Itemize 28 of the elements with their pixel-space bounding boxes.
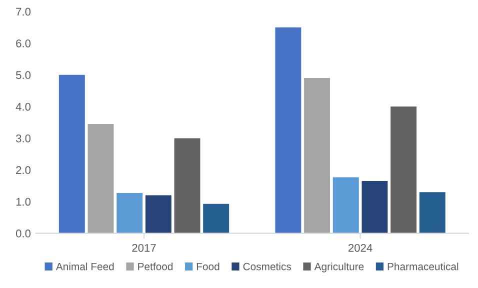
bar <box>390 106 417 234</box>
bar <box>275 27 302 234</box>
bar <box>304 78 330 234</box>
x-tick-label: 2017 <box>132 244 156 252</box>
bar <box>203 204 230 234</box>
legend-label: Agriculture <box>314 262 364 272</box>
y-tick-label: 2.0 <box>16 166 31 174</box>
legend-label: Petfood <box>138 262 173 270</box>
y-tick-label: 4.0 <box>16 102 31 111</box>
legend-label: Food <box>196 262 220 270</box>
y-tick-label: 6.0 <box>16 39 31 48</box>
bar <box>145 195 172 234</box>
y-tick-label: 1.0 <box>16 198 31 206</box>
bar <box>88 124 114 234</box>
legend-label: Cosmetics <box>243 262 292 270</box>
y-tick-label: 5.0 <box>16 71 31 80</box>
bar <box>116 193 143 234</box>
y-tick-label: 7.0 <box>16 8 31 16</box>
bar <box>174 138 200 234</box>
legend-label: Animal Feed <box>56 262 114 270</box>
y-tick-label: 3.0 <box>16 134 31 142</box>
x-tick-label: 2024 <box>348 244 372 252</box>
y-tick-label: 0.0 <box>16 230 31 238</box>
bar <box>362 181 388 234</box>
bar <box>419 192 446 234</box>
bar <box>58 74 85 234</box>
bar <box>332 177 359 234</box>
legend-label: Pharmaceutical <box>388 262 458 270</box>
